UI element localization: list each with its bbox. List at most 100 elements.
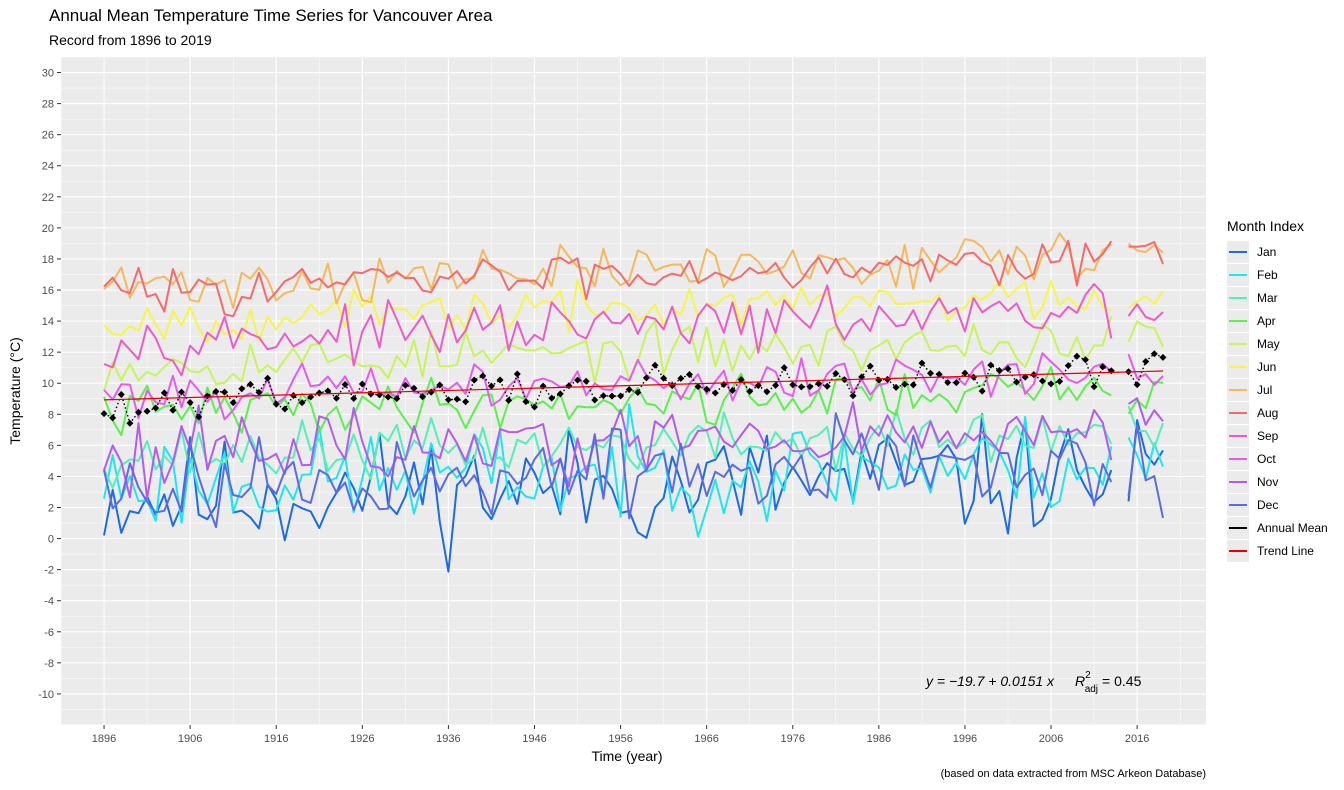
- y-tick-label: -10: [38, 689, 54, 701]
- x-tick-label: 1946: [522, 733, 546, 745]
- annual-mean-point: [1047, 380, 1055, 388]
- annual-mean-point: [255, 388, 263, 396]
- x-tick-label: 2016: [1125, 733, 1149, 745]
- annual-mean-point: [1038, 377, 1046, 385]
- x-tick-label: 1926: [350, 733, 374, 745]
- annual-mean-point: [729, 386, 737, 394]
- annual-mean-point: [143, 407, 151, 415]
- annual-mean-point: [608, 392, 616, 400]
- annual-mean-point: [126, 419, 134, 427]
- annual-mean-point: [901, 380, 909, 388]
- annual-mean-point: [685, 371, 693, 379]
- trend-layer: [104, 370, 1163, 401]
- annual-mean-point: [152, 404, 160, 412]
- annual-mean-point: [307, 393, 315, 401]
- annual-mean-point: [961, 369, 969, 377]
- annual-mean-point: [109, 414, 117, 422]
- legend-key: [1227, 447, 1249, 470]
- annual-mean-point: [479, 372, 487, 380]
- annual-mean-point: [651, 361, 659, 369]
- annual-mean-point: [1004, 365, 1012, 373]
- annual-mean-point: [806, 383, 814, 391]
- annual-mean-point: [1142, 357, 1150, 365]
- annual-mean-point: [393, 395, 401, 403]
- equation-text: y = −19.7 + 0.0151 x: [925, 673, 1055, 689]
- legend-key: [1227, 286, 1249, 309]
- annual-mean-point: [617, 392, 625, 400]
- annual-mean-point: [513, 370, 521, 378]
- annual-mean-point: [642, 374, 650, 382]
- annual-mean-point: [134, 408, 142, 416]
- legend-swatch: [1229, 365, 1247, 368]
- annual-mean-point: [289, 392, 297, 400]
- annual-mean-point: [350, 394, 358, 402]
- annual-mean-point: [195, 413, 203, 421]
- annual-mean-point: [866, 362, 874, 370]
- annual-mean-point: [1159, 353, 1167, 361]
- legend-key: [1227, 493, 1249, 516]
- annual-mean-point: [470, 376, 478, 384]
- y-tick-label: 0: [48, 534, 54, 546]
- annual-mean-point: [117, 390, 125, 398]
- legend-label: Jul: [1257, 382, 1273, 397]
- legend-label: Oct: [1257, 451, 1276, 466]
- annual-mean-point: [462, 398, 470, 406]
- legend-label: Jun: [1257, 359, 1277, 374]
- annual-mean-point: [815, 380, 823, 388]
- chart-subtitle: Record from 1896 to 2019: [49, 32, 212, 48]
- y-tick-label: 20: [42, 223, 54, 235]
- legend-swatch: [1229, 434, 1247, 437]
- series-line-sep: [103, 283, 1164, 377]
- annual-mean-point: [970, 373, 978, 381]
- annual-mean-point: [401, 381, 409, 389]
- r2-symbol: R: [1075, 673, 1085, 689]
- legend-key: [1227, 401, 1249, 424]
- annual-mean-point: [384, 393, 392, 401]
- y-tick-label: 16: [42, 285, 54, 297]
- annual-mean-point: [358, 380, 366, 388]
- annual-mean-point: [419, 393, 427, 401]
- annual-mean-point: [1056, 377, 1064, 385]
- annual-mean-point: [376, 391, 384, 399]
- legend-swatch: [1229, 319, 1247, 322]
- legend-swatch: [1229, 250, 1247, 253]
- x-axis-label: Time (year): [591, 748, 662, 764]
- legend-swatch: [1229, 526, 1247, 529]
- annual-mean-point: [1150, 350, 1158, 358]
- caption: (based on data extracted from MSC Arkeon…: [940, 768, 1206, 780]
- legend-label: Feb: [1257, 267, 1278, 282]
- annual-mean-point: [952, 379, 960, 387]
- legend-key: [1227, 240, 1249, 263]
- annual-mean-point: [281, 405, 289, 413]
- annual-mean-point: [341, 381, 349, 389]
- legend-key: [1227, 470, 1249, 493]
- annual-mean-point: [849, 392, 857, 400]
- r2-annotation: R2 adj = 0.45: [1075, 670, 1142, 695]
- series-line-nov: [103, 397, 1164, 500]
- legend-key: [1227, 378, 1249, 401]
- annual-mean-point: [582, 377, 590, 385]
- legend-swatch: [1229, 342, 1247, 345]
- annual-mean-point: [772, 381, 780, 389]
- annual-mean-point: [1081, 356, 1089, 364]
- annual-mean-point: [995, 366, 1003, 374]
- annual-mean-point: [746, 387, 754, 395]
- legend-swatch: [1229, 503, 1247, 506]
- y-tick-label: 30: [42, 68, 54, 80]
- legend-item-feb: Feb: [1227, 263, 1328, 286]
- annual-mean-point: [332, 394, 340, 402]
- y-axis-label: Temperature (°C): [7, 337, 23, 445]
- legend-item-nov: Nov: [1227, 470, 1328, 493]
- annual-mean-point: [823, 382, 831, 390]
- annual-mean-point: [410, 384, 418, 392]
- annual-mean-point: [238, 385, 246, 393]
- x-tick-label: 1976: [781, 733, 805, 745]
- annual-mean-point: [927, 369, 935, 377]
- annual-mean-point: [246, 380, 254, 388]
- series-line-aug: [103, 239, 1164, 318]
- series-line-may: [103, 315, 1164, 391]
- annual-mean-point: [264, 374, 272, 382]
- annual-mean-point: [315, 389, 323, 397]
- annual-mean-point: [272, 400, 280, 408]
